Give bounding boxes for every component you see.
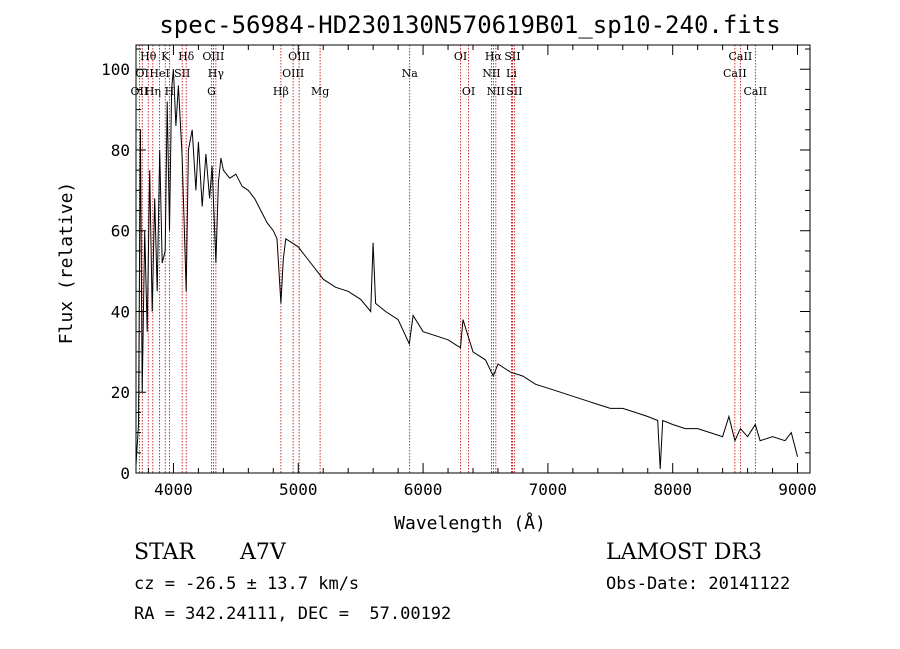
- marker-label: Hα: [485, 50, 503, 63]
- y-tick-label: 100: [101, 60, 130, 79]
- marker-label: SII: [506, 85, 522, 98]
- marker-label: OI: [136, 67, 149, 80]
- emission-line-labels: OII Hθ OI Hη HeI K H SII Hδ OIII Hγ G Hβ OIII OIII Mg Na…: [131, 50, 768, 98]
- marker-label: NII: [487, 85, 505, 98]
- marker-label: Hη: [145, 85, 161, 98]
- marker-label: OI: [454, 50, 467, 63]
- marker-label: Mg: [311, 85, 329, 98]
- redshift-readout: cz = -26.5 ± 13.7 km/s: [134, 574, 359, 594]
- marker-label: CaII: [729, 50, 753, 63]
- y-axis-ticks: 0 20 40 60 80 100: [101, 48, 810, 483]
- coordinates-readout: RA = 342.24111, DEC = 57.00192: [134, 604, 451, 624]
- object-subclass: A7V: [239, 540, 287, 565]
- x-tick-label: 6000: [404, 480, 443, 499]
- obs-date: Obs-Date: 20141122: [606, 574, 790, 594]
- y-tick-label: 20: [111, 383, 130, 402]
- y-axis-label: Flux (relative): [56, 182, 77, 345]
- chart-title: spec-56984-HD230130N570619B01_sp10-240.f…: [159, 11, 780, 39]
- marker-label: CaII: [743, 85, 767, 98]
- y-tick-label: 80: [111, 141, 130, 160]
- marker-label: K: [161, 50, 170, 63]
- x-tick-label: 8000: [653, 480, 692, 499]
- marker-label: NII: [482, 67, 500, 80]
- marker-label: H: [165, 85, 175, 98]
- marker-label: SII: [174, 67, 190, 80]
- marker-label: OIII: [202, 50, 224, 63]
- x-tick-label: 5000: [279, 480, 318, 499]
- marker-label: Hδ: [178, 50, 195, 63]
- x-tick-label: 4000: [154, 480, 193, 499]
- y-tick-label: 0: [120, 464, 130, 483]
- marker-label: G: [207, 85, 216, 98]
- marker-label: Na: [402, 67, 419, 80]
- marker-label: OII: [131, 85, 149, 98]
- y-tick-label: 60: [111, 222, 130, 241]
- marker-label: SII: [504, 50, 520, 63]
- emission-line-markers: [138, 45, 756, 473]
- x-tick-label: 9000: [778, 480, 817, 499]
- marker-label: CaII: [723, 67, 747, 80]
- spectrum-line: [135, 69, 798, 470]
- x-axis-label: Wavelength (Å): [394, 512, 546, 534]
- x-tick-label: 7000: [529, 480, 568, 499]
- marker-label: Li: [506, 67, 517, 80]
- y-tick-label: 40: [111, 302, 130, 321]
- marker-label: Hβ: [273, 85, 289, 98]
- survey-name: LAMOST DR3: [606, 540, 762, 565]
- plot-frame: [135, 44, 811, 474]
- marker-label: HeI: [149, 67, 169, 80]
- marker-label: OIII: [288, 50, 310, 63]
- marker-label: Hθ: [140, 50, 157, 63]
- marker-label: OI: [462, 85, 475, 98]
- object-class: STAR: [134, 540, 196, 565]
- marker-label: OIII: [282, 67, 304, 80]
- x-axis-ticks: 4000 5000 6000 7000 8000 9000: [147, 45, 817, 499]
- marker-label: Hγ: [208, 67, 225, 80]
